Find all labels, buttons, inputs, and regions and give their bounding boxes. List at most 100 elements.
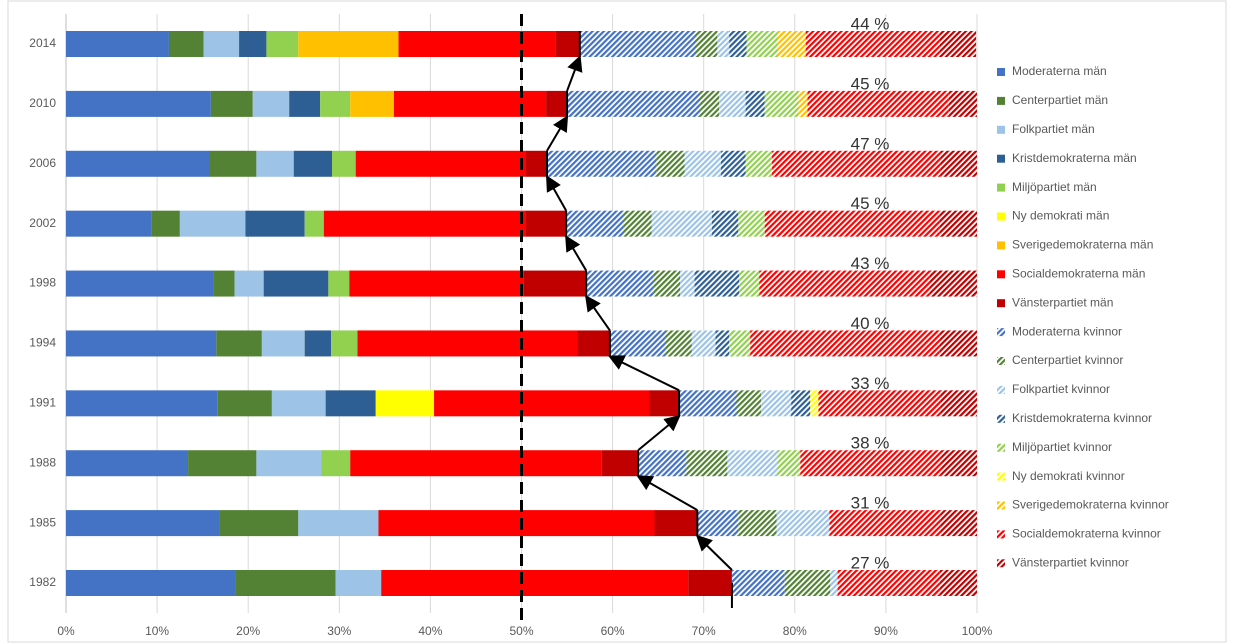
legend-swatch [997,241,1005,250]
bar-segment [151,210,180,237]
bar-segment [759,270,930,297]
bar-segment [375,390,435,417]
legend-label: Miljöpartiet kvinnor [1012,440,1112,454]
bar-segment [929,270,977,297]
bar-segment [745,150,773,177]
legend-swatch [997,299,1005,308]
bar-segment [830,570,838,596]
annotation: 47 % [851,134,890,153]
bar-segment [321,450,351,477]
bar-segment [818,390,941,417]
bar-segment [213,270,235,297]
x-tick-label: 20% [236,624,260,638]
legend-label: Kristdemokraterna män [1012,151,1137,165]
bar-segment [350,90,394,117]
men-share-line [695,534,733,571]
bar-segment [653,270,681,297]
bar-segment [745,90,765,117]
bar-segment [939,31,977,57]
bar-segment [679,390,737,417]
bar-segment [717,31,730,57]
x-tick-label: 40% [418,624,442,638]
bar-segment [651,210,712,237]
bar-segment [939,210,977,237]
bar-segment [298,31,399,57]
legend-swatch [997,501,1005,510]
legend-swatch [997,183,1005,192]
bar-segment [948,90,977,117]
bar-segment [727,450,778,477]
legend-label: Sverigedemokraterna kvinnor [1012,498,1169,512]
bar-segment [381,570,689,596]
bar-segment [791,390,811,417]
bar-segment [764,90,799,117]
bar-segment [941,450,977,477]
legend-label: Ny demokrati män [1012,209,1109,223]
bar-segment [216,330,262,357]
bar-segment [66,570,236,596]
bar-segment [398,31,556,57]
bar-segment [293,150,333,177]
legend-label: Vänsterpartiet kvinnor [1012,555,1129,569]
bar-segment [738,510,777,537]
bar-segment [772,150,941,177]
bar-segment [736,390,762,417]
legend-swatch [997,125,1005,134]
bar-segment [798,90,808,117]
bar-segment [719,90,746,117]
bar-segment [547,150,657,177]
bar-segment [523,270,587,297]
bar-segment [567,90,701,117]
legend-label: Folkpartiet kvinnor [1012,382,1110,396]
bar-segment [800,450,942,477]
bar-segment [739,270,760,297]
bar-segment [325,390,376,417]
bar-segment [829,510,941,537]
bar-segment [784,570,831,596]
bar-segment [697,510,739,537]
bar-segment [235,570,336,596]
bar-segment [555,31,580,57]
bar-segment [805,31,940,57]
bar-segment [66,390,218,417]
bar-segment [323,210,526,237]
bar-segment [66,450,189,477]
bar-segment [721,150,746,177]
legend-label: Sverigedemokraterna män [1012,238,1153,252]
y-tick-label: 1982 [29,575,56,589]
annotation: 31 % [851,494,890,513]
bar-segment [349,270,524,297]
bar-segment [168,31,204,57]
bar-segment [776,510,830,537]
men-share-line [636,475,698,511]
bar-segment [298,510,379,537]
bar-segment [256,450,322,477]
legend-swatch [997,385,1005,394]
legend-swatch [997,414,1005,423]
legend-label: Ny demokrati kvinnor [1012,469,1125,483]
bar-segment [357,330,578,357]
bar-segment [434,390,650,417]
bar-segment [729,31,747,57]
x-tick-label: 90% [874,624,898,638]
men-share-line [566,55,583,92]
bar-segment [711,210,739,237]
bar-segment [750,330,940,357]
bar-segment [546,90,568,117]
y-tick-label: 2002 [29,216,56,230]
bar-segment [566,210,624,237]
bar-segment [680,270,695,297]
bar-segment [638,450,687,477]
legend-label: Moderaterna män [1012,64,1107,78]
bar-segment [66,90,211,117]
y-tick-label: 2006 [29,156,56,170]
legend-label: Folkpartiet män [1012,122,1095,136]
annotation: 45 % [851,194,890,213]
annotation: 45 % [851,74,890,93]
legend-swatch [997,443,1005,452]
bar-segment [738,210,765,237]
bar-segment [66,330,217,357]
y-tick-label: 1988 [29,455,56,469]
bar-segment [261,330,305,357]
legend-swatch [997,96,1005,105]
